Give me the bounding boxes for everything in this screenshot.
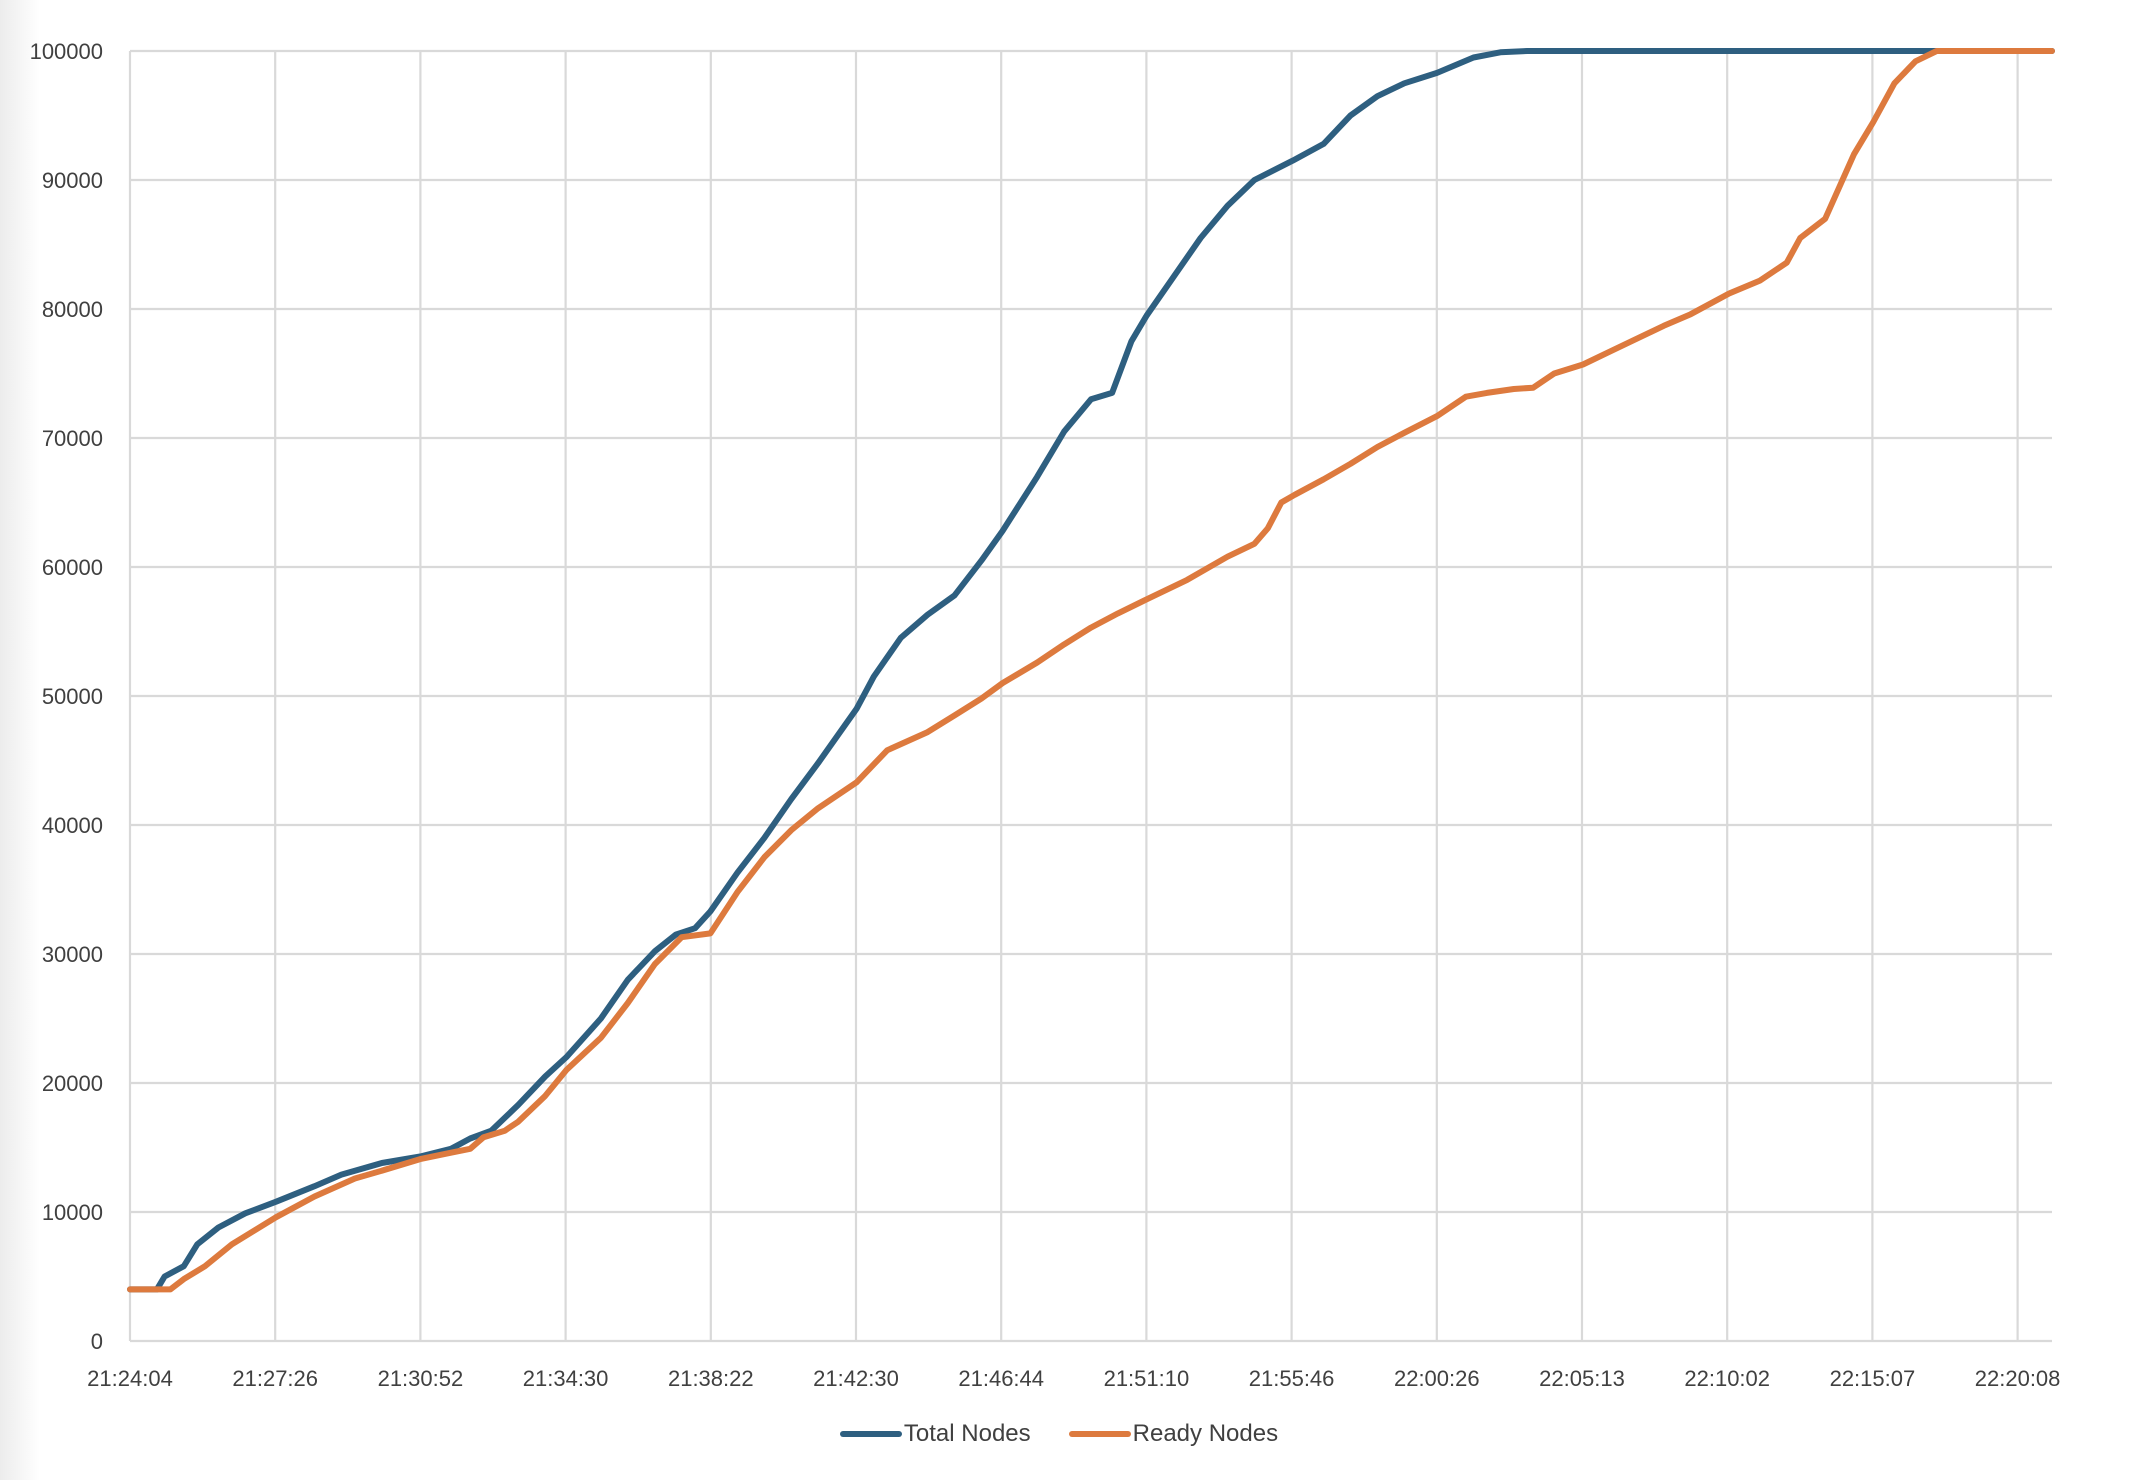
- legend-item-total-nodes[interactable]: Total Nodes: [839, 1420, 1031, 1448]
- y-tick-label: 30000: [42, 942, 103, 967]
- x-tick-label: 21:38:22: [668, 1366, 754, 1391]
- legend-item-ready-nodes[interactable]: Ready Nodes: [1068, 1420, 1279, 1448]
- x-tick-label: 22:05:13: [1539, 1366, 1625, 1391]
- y-axis-labels: 0 10000 20000 30000 40000 50000 60000 70000 8000…: [30, 39, 103, 1354]
- y-tick-label: 100000: [30, 39, 103, 64]
- y-tick-label: 40000: [42, 813, 103, 838]
- x-tick-label: 21:34:30: [523, 1366, 609, 1391]
- legend-swatch-total-nodes: [839, 1431, 902, 1437]
- legend-label: Ready Nodes: [1132, 1420, 1279, 1447]
- x-axis-labels: 21:24:04 21:27:26 21:30:52 21:34:30 21:38:22…: [87, 1366, 2060, 1391]
- y-tick-label: 60000: [42, 555, 103, 580]
- series-line-total-nodes: [127, 48, 2055, 1293]
- y-tick-label: 0: [91, 1329, 103, 1354]
- x-tick-label: 22:20:08: [1975, 1366, 2061, 1391]
- x-tick-label: 21:27:26: [232, 1366, 318, 1391]
- left-edge-shade: [0, 0, 40, 1480]
- y-tick-label: 20000: [42, 1071, 103, 1096]
- y-tick-label: 50000: [42, 684, 103, 709]
- y-tick-label: 80000: [42, 297, 103, 322]
- x-tick-label: 21:42:30: [813, 1366, 899, 1391]
- x-tick-label: 21:51:10: [1104, 1366, 1190, 1391]
- x-tick-label: 22:10:02: [1684, 1366, 1770, 1391]
- legend: Total Nodes Ready Nodes: [0, 1420, 2128, 1448]
- x-tick-label: 22:15:07: [1830, 1366, 1916, 1391]
- y-tick-label: 70000: [42, 426, 103, 451]
- x-tick-label: 22:00:26: [1394, 1366, 1480, 1391]
- x-tick-label: 21:24:04: [87, 1366, 173, 1391]
- legend-swatch-ready-nodes: [1068, 1431, 1131, 1437]
- x-tick-label: 21:30:52: [378, 1366, 464, 1391]
- gridlines: [128, 49, 2052, 1343]
- legend-label: Total Nodes: [903, 1420, 1031, 1447]
- y-tick-label: 10000: [42, 1200, 103, 1225]
- x-tick-label: 21:55:46: [1249, 1366, 1335, 1391]
- x-tick-label: 21:46:44: [958, 1366, 1044, 1391]
- y-tick-label: 90000: [42, 168, 103, 193]
- data-series: [127, 48, 2055, 1293]
- series-line-ready-nodes: [127, 48, 2055, 1293]
